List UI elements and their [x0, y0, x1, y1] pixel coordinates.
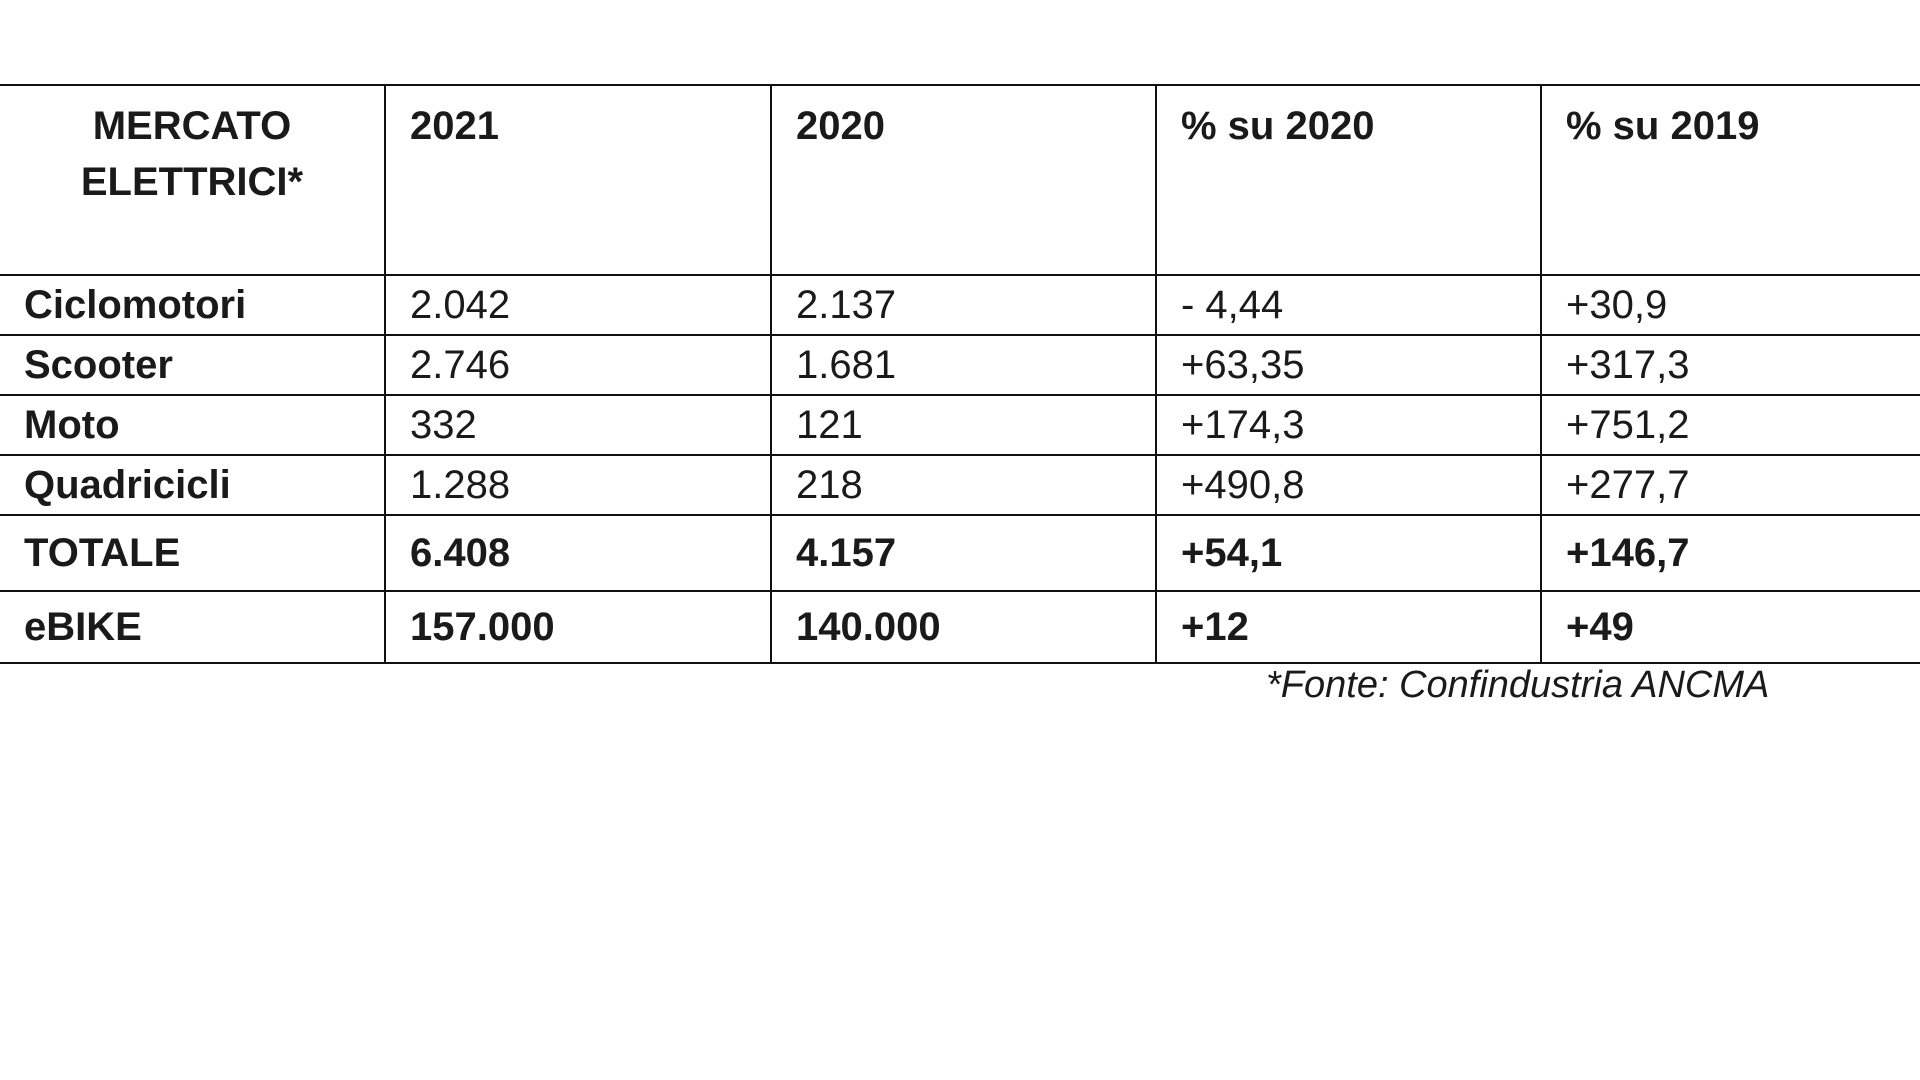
table-header-row: MERCATO ELETTRICI* 2021 2020 % su 2020 %…: [0, 84, 1920, 276]
cell-2020: 2.137: [770, 274, 1157, 336]
row-label: TOTALE: [0, 514, 386, 592]
cell-2020: 218: [770, 454, 1157, 516]
row-label: Moto: [0, 394, 386, 456]
header-pct-2019: % su 2019: [1540, 84, 1920, 276]
cell-2021: 332: [384, 394, 772, 456]
cell-2020: 4.157: [770, 514, 1157, 592]
cell-2020: 140.000: [770, 590, 1157, 664]
header-pct-2020: % su 2020: [1155, 84, 1542, 276]
cell-2021: 6.408: [384, 514, 772, 592]
electric-market-table: MERCATO ELETTRICI* 2021 2020 % su 2020 %…: [0, 84, 1920, 664]
cell-pct-2020: +174,3: [1155, 394, 1542, 456]
table-row: Scooter 2.746 1.681 +63,35 +317,3: [0, 334, 1920, 396]
cell-pct-2020: +490,8: [1155, 454, 1542, 516]
cell-pct-2019: +277,7: [1540, 454, 1920, 516]
cell-2020: 1.681: [770, 334, 1157, 396]
cell-pct-2019: +30,9: [1540, 274, 1920, 336]
cell-2021: 2.042: [384, 274, 772, 336]
cell-pct-2019: +146,7: [1540, 514, 1920, 592]
header-2020: 2020: [770, 84, 1157, 276]
table-total-row: TOTALE 6.408 4.157 +54,1 +146,7: [0, 514, 1920, 592]
market-table-container: MERCATO ELETTRICI* 2021 2020 % su 2020 %…: [0, 84, 1920, 664]
table-row: Moto 332 121 +174,3 +751,2: [0, 394, 1920, 456]
cell-2021: 1.288: [384, 454, 772, 516]
row-label: eBIKE: [0, 590, 386, 664]
source-note: *Fonte: Confindustria ANCMA: [1266, 664, 1770, 706]
cell-pct-2020: +54,1: [1155, 514, 1542, 592]
row-label: Ciclomotori: [0, 274, 386, 336]
cell-pct-2019: +49: [1540, 590, 1920, 664]
table-row: Quadricicli 1.288 218 +490,8 +277,7: [0, 454, 1920, 516]
row-label: Quadricicli: [0, 454, 386, 516]
cell-pct-2020: - 4,44: [1155, 274, 1542, 336]
header-2021: 2021: [384, 84, 772, 276]
cell-pct-2020: +12: [1155, 590, 1542, 664]
row-label: Scooter: [0, 334, 386, 396]
cell-2020: 121: [770, 394, 1157, 456]
cell-pct-2019: +317,3: [1540, 334, 1920, 396]
cell-2021: 2.746: [384, 334, 772, 396]
cell-pct-2020: +63,35: [1155, 334, 1542, 396]
table-ebike-row: eBIKE 157.000 140.000 +12 +49: [0, 590, 1920, 664]
header-market-label: MERCATO ELETTRICI*: [0, 84, 386, 276]
table-row: Ciclomotori 2.042 2.137 - 4,44 +30,9: [0, 274, 1920, 336]
cell-2021: 157.000: [384, 590, 772, 664]
cell-pct-2019: +751,2: [1540, 394, 1920, 456]
